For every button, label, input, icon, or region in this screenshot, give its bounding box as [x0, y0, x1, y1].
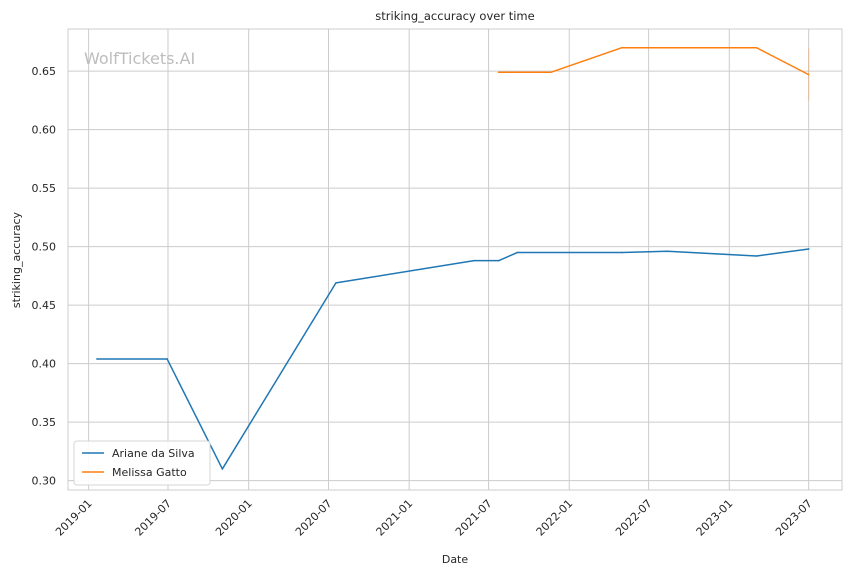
data-point [473, 259, 475, 262]
data-point [807, 73, 810, 76]
y-tick-label: 0.50 [32, 241, 57, 254]
data-point [666, 250, 669, 253]
data-point [621, 251, 623, 254]
y-tick-label: 0.35 [32, 416, 57, 429]
y-tick-label: 0.65 [32, 65, 57, 78]
y-tick-label: 0.60 [32, 124, 57, 137]
legend: Ariane da Silva Melissa Gatto [73, 440, 211, 486]
data-point [335, 282, 337, 284]
y-axis-label: striking_accuracy [10, 211, 23, 308]
watermark: WolfTickets.AI [84, 49, 195, 68]
legend-box [73, 440, 211, 486]
data-point [221, 468, 224, 470]
data-point [550, 71, 552, 74]
legend-label: Melissa Gatto [112, 466, 187, 479]
plot-frame [67, 28, 843, 491]
data-point [807, 248, 810, 250]
y-tick-label: 0.45 [32, 299, 57, 312]
chart-title: striking_accuracy over time [375, 9, 534, 23]
legend-label: Ariane da Silva [112, 447, 195, 460]
data-point [516, 251, 519, 254]
y-tick-label: 0.40 [32, 358, 57, 371]
y-tick-label: 0.55 [32, 182, 57, 195]
data-point [755, 255, 758, 257]
data-point [497, 71, 500, 74]
series-layer [96, 46, 810, 470]
data-point [96, 358, 98, 360]
y-axis: 0.30 0.35 0.40 0.45 0.50 0.55 0.60 0.65 [32, 65, 57, 488]
data-point [497, 259, 500, 262]
y-tick-label: 0.30 [32, 475, 57, 488]
data-point [755, 46, 758, 49]
data-point [166, 358, 168, 360]
data-point [621, 46, 623, 49]
x-axis-label: Date [442, 553, 469, 566]
